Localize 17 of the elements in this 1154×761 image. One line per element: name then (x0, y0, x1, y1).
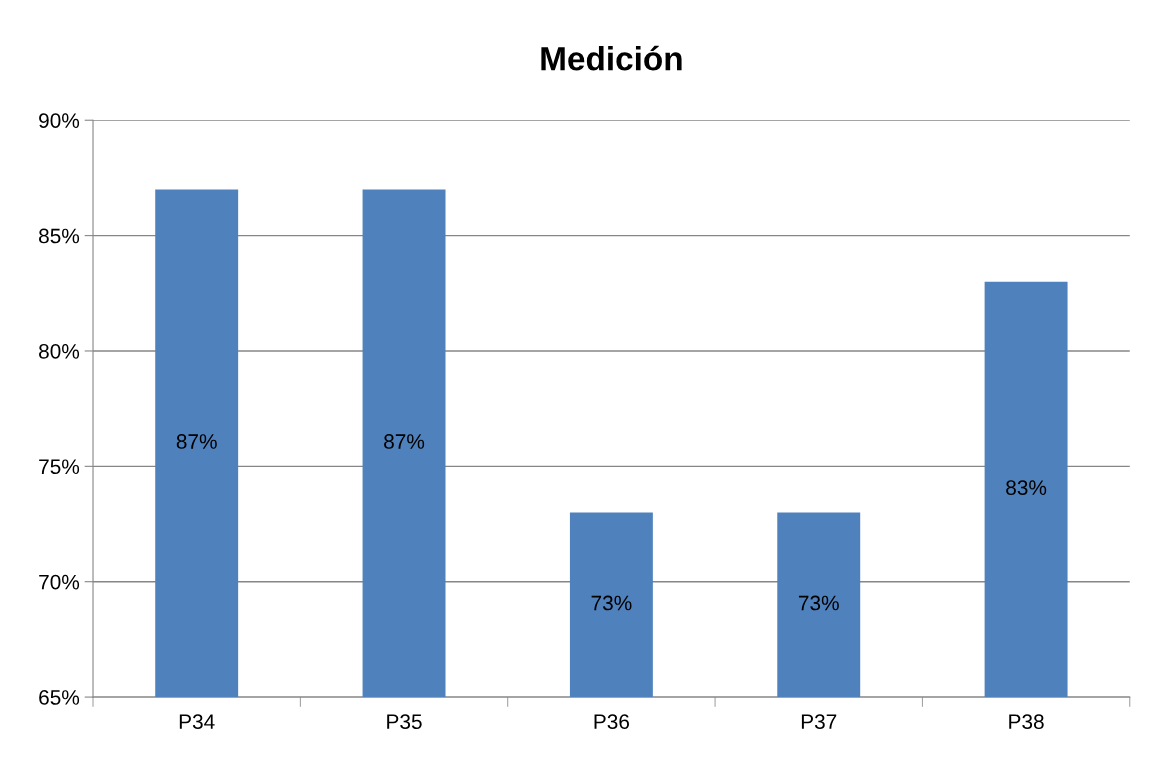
x-tick-label: P34 (179, 714, 215, 730)
y-tick-label: 75% (39, 459, 80, 475)
y-tick-label: 85% (39, 228, 80, 244)
x-tick-label: P35 (387, 714, 422, 730)
chart-title: Medición (541, 45, 682, 71)
data-label: 83% (1006, 480, 1047, 496)
data-label: 87% (384, 434, 425, 449)
y-tick-label: 65% (39, 690, 80, 705)
x-tick-label: P37 (801, 714, 837, 730)
data-label: 73% (591, 595, 632, 611)
y-tick-label: 80% (39, 343, 80, 359)
y-tick-label: 90% (39, 113, 80, 128)
data-label: 73% (798, 595, 839, 611)
x-tick-label: P36 (594, 714, 630, 730)
data-label: 87% (176, 434, 217, 449)
x-tick-label: P38 (1009, 714, 1044, 730)
y-tick-label: 70% (39, 574, 80, 590)
